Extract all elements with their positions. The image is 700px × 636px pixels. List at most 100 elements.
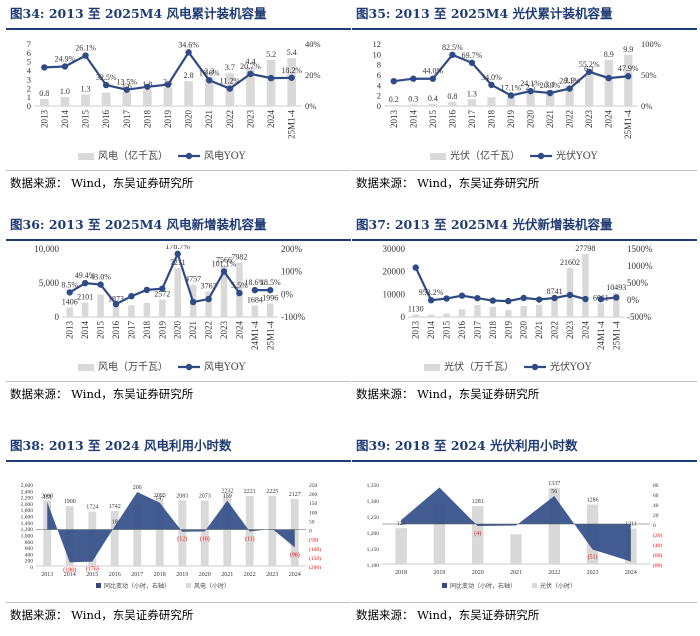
legend-label: 同比变动（小时，右轴） bbox=[104, 582, 170, 590]
x-tick-label: 2016 bbox=[111, 321, 121, 340]
y2-tick-label: 0% bbox=[641, 101, 652, 111]
line-data-label: 34.0% bbox=[481, 73, 502, 82]
x-tick-label: 2014 bbox=[426, 321, 436, 340]
y2-tick-label: 200% bbox=[281, 245, 303, 254]
bar bbox=[412, 314, 419, 317]
line-point bbox=[390, 78, 397, 85]
x-tick-label: 25M1-4 bbox=[287, 110, 297, 139]
x-tick-label: 2013 bbox=[411, 321, 421, 340]
bar bbox=[389, 104, 398, 106]
bar bbox=[60, 97, 70, 106]
x-tick-label: 2013 bbox=[39, 110, 49, 129]
y2-tick-label: 40 bbox=[653, 503, 659, 509]
yoy-area bbox=[401, 487, 631, 562]
x-tick-label: 2023 bbox=[565, 321, 575, 340]
bar-data-label: 1.3 bbox=[467, 89, 477, 98]
area-data-label: 159 bbox=[223, 494, 232, 500]
line-point bbox=[613, 294, 620, 301]
y2-tick-label: (100) bbox=[309, 546, 321, 553]
y-tick-label: 1,200 bbox=[21, 527, 34, 533]
x-tick-label: 2016 bbox=[447, 110, 457, 129]
line-point bbox=[236, 289, 243, 297]
line-point bbox=[112, 300, 120, 308]
line-data-label: 17.1% bbox=[501, 83, 522, 92]
x-tick-label: 2013 bbox=[389, 110, 399, 129]
line-point bbox=[449, 51, 456, 59]
bar-data-label: 1.0 bbox=[60, 87, 70, 96]
x-tick-label: 24M1-4 bbox=[250, 321, 260, 350]
bar bbox=[159, 299, 166, 317]
y2-tick-label: 60 bbox=[653, 493, 659, 499]
x-tick-label: 2018 bbox=[488, 321, 498, 340]
bar bbox=[200, 500, 209, 566]
chart-wind-cumulative: 012345670%20%40%0.81.01.31.61.82.12.83.3… bbox=[6, 34, 351, 169]
legend-label: 光伏YOY bbox=[550, 360, 592, 373]
x-tick-label: 2022 bbox=[550, 321, 560, 339]
y-tick-label: 6 bbox=[377, 70, 381, 80]
y-tick-label: 10000 bbox=[383, 289, 406, 299]
y-tick-label: 1,250 bbox=[367, 515, 380, 521]
line-data-label: 44.0% bbox=[423, 67, 444, 76]
line-point bbox=[144, 83, 151, 90]
bar-data-label: 2083 bbox=[176, 493, 188, 499]
bar bbox=[624, 54, 633, 106]
legend-bar-swatch bbox=[532, 583, 537, 588]
bar-data-label: 7566 bbox=[216, 256, 232, 265]
bar-data-label: 3.7 bbox=[225, 63, 235, 72]
panel-solar-cumulative: 图35: 2013 至 2025M4 光伏累计装机容量 0 2 4 6 8 10 12 0% 5… bbox=[352, 4, 697, 204]
bar bbox=[66, 307, 73, 317]
y-tick-label: 1,400 bbox=[21, 521, 34, 527]
x-tick-label: 2024 bbox=[289, 572, 301, 578]
y2-tick-label: -500% bbox=[627, 312, 651, 322]
y2-tick-label: (150) bbox=[309, 555, 321, 562]
bar-data-label: 1.3 bbox=[81, 84, 91, 93]
y2-tick-label: 150 bbox=[309, 501, 318, 507]
bar bbox=[143, 90, 152, 106]
figure-title: 图36: 2013 至 2025M4 风电新增装机容量 bbox=[6, 215, 351, 241]
x-tick-label: 2021 bbox=[534, 321, 544, 339]
line-data-label: 69.7% bbox=[462, 51, 483, 60]
x-tick-label: 2023 bbox=[245, 110, 255, 129]
bar bbox=[184, 81, 193, 106]
x-tick-label: 2022 bbox=[204, 321, 214, 339]
bar-data-label: 7982 bbox=[231, 253, 247, 262]
line-data-label: 20.9% bbox=[540, 81, 561, 90]
panel-wind-cumulative: 图34: 2013 至 2025M4 风电累计装机容量 0 1 2 3 4 5 6 7 0% 20… bbox=[6, 4, 351, 204]
y2-tick-label: 100 bbox=[309, 510, 318, 516]
bar-data-label: 2.5 bbox=[526, 83, 536, 92]
bar bbox=[433, 504, 446, 564]
legend-line-marker bbox=[185, 363, 193, 371]
bar bbox=[220, 265, 228, 317]
x-tick-label: 2018 bbox=[142, 110, 152, 129]
line-data-label: 47.9% bbox=[618, 64, 639, 73]
x-tick-label: 2023 bbox=[219, 321, 229, 340]
bar bbox=[535, 304, 543, 317]
area-data-label: (98) bbox=[290, 551, 300, 558]
bar bbox=[474, 304, 481, 317]
figure-title: 图35: 2013 至 2025M4 光伏累计装机容量 bbox=[352, 4, 697, 30]
line-point bbox=[507, 92, 515, 99]
bar bbox=[236, 262, 243, 317]
legend-line-marker bbox=[537, 152, 545, 160]
x-tick-label: 2022 bbox=[548, 570, 560, 576]
line-point bbox=[41, 64, 48, 71]
x-tick-label: 2024 bbox=[234, 321, 244, 340]
bar-data-label: 1873 bbox=[108, 294, 124, 303]
x-tick-label: 2024 bbox=[580, 321, 590, 340]
legend-label: 同比变动（小时，右轴） bbox=[450, 582, 516, 590]
bar-data-label: 0.8 bbox=[447, 92, 457, 101]
line-point bbox=[427, 297, 435, 304]
bar bbox=[266, 59, 276, 106]
bar-data-label: 2572 bbox=[154, 290, 170, 299]
chart-wind-hours: 0 200 400 600 800 1,000 1,200 1,400 1,600 1,800 2,… bbox=[6, 466, 351, 601]
bar-data-label: 1724 bbox=[86, 505, 98, 511]
x-tick-label: 2021 bbox=[188, 321, 198, 339]
legend-line-marker bbox=[185, 152, 193, 160]
x-tick-label: 2021 bbox=[545, 110, 555, 128]
y-tick-label: 2,200 bbox=[21, 496, 34, 502]
figure-title: 图38: 2013 至 2024 风电利用小时数 bbox=[6, 436, 351, 462]
y-tick-label: 0 bbox=[27, 101, 31, 111]
y-tick-label: 0 bbox=[30, 565, 33, 571]
x-tick-label: 2022 bbox=[225, 110, 235, 128]
bar bbox=[487, 97, 496, 106]
